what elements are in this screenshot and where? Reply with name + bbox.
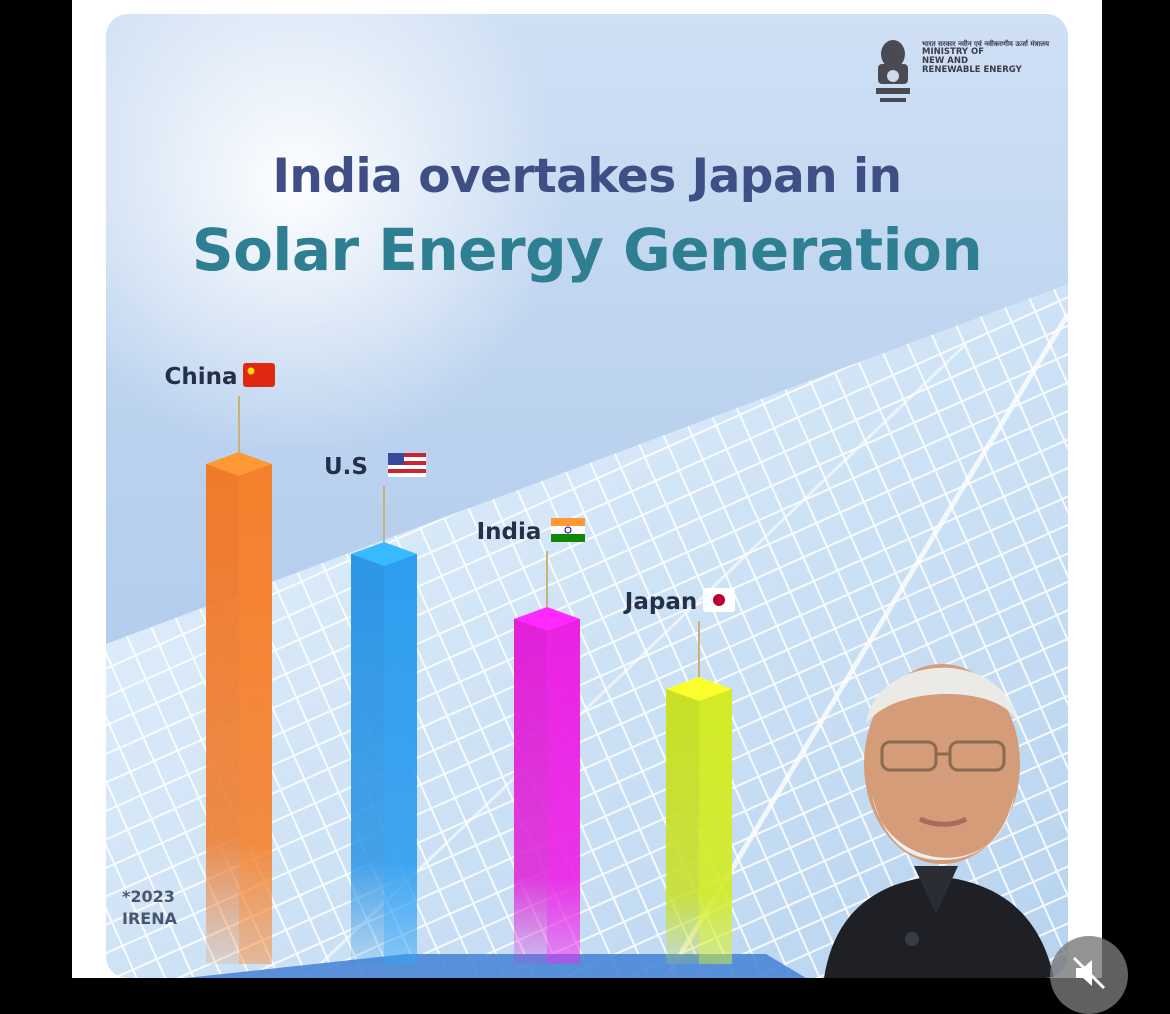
bar-japan-highlight <box>699 689 732 964</box>
india-flag-icon <box>551 518 585 542</box>
logo-english-line2: NEW AND <box>922 56 969 66</box>
bar-us: U.S <box>324 453 426 964</box>
sun-glow <box>106 14 606 494</box>
bar-japan-body <box>666 689 732 964</box>
infographic-card: भारत सरकार नवीन एवं नवीकरणीय ऊर्जा मंत्र… <box>106 14 1068 978</box>
source-org: IRENA <box>122 909 177 928</box>
mute-button[interactable] <box>1050 936 1128 1014</box>
bar-india-top <box>514 607 580 631</box>
emblem-icon <box>876 40 910 102</box>
bar-japan: Japan <box>623 588 735 964</box>
source-year: *2023 <box>122 887 175 906</box>
muted-speaker-icon <box>1072 956 1106 990</box>
data-source: *2023 IRENA <box>122 886 177 930</box>
bar-label-us: U.S <box>324 454 368 480</box>
logo-text: भारत सरकार नवीन एवं नवीकरणीय ऊर्जा मंत्र… <box>922 40 1062 75</box>
post-frame: भारत सरकार नवीन एवं नवीकरणीय ऊर्जा मंत्र… <box>72 0 1102 978</box>
logo-english-line3: RENEWABLE ENERGY <box>922 65 1022 75</box>
chart-title-line1: India overtakes Japan in <box>272 149 902 204</box>
logo-english-line1: MINISTRY OF <box>922 47 985 57</box>
ministry-logo: भारत सरकार नवीन एवं नवीकरणीय ऊर्जा मंत्र… <box>870 34 1060 114</box>
bar-china-body <box>206 464 272 964</box>
japan-flag-icon <box>703 588 735 612</box>
solar-panel-background <box>106 284 1068 978</box>
person-photo <box>824 664 1054 978</box>
us-flag-icon <box>388 453 426 477</box>
chart-title-line2: Solar Energy Generation <box>191 216 983 284</box>
bar-india-highlight <box>547 619 580 964</box>
bar-china-top <box>206 452 272 476</box>
bar-chart: China U.S India Japan <box>164 363 735 964</box>
logo-hindi-text: भारत सरकार नवीन एवं नवीकरणीय ऊर्जा मंत्र… <box>922 40 1050 48</box>
bar-us-highlight <box>384 554 417 964</box>
bar-china: China <box>164 363 275 964</box>
bar-label-japan: Japan <box>623 589 697 615</box>
bar-japan-top <box>666 677 732 701</box>
bar-label-china: China <box>164 364 237 390</box>
china-flag-icon <box>243 363 275 387</box>
bar-china-highlight <box>239 464 272 964</box>
bar-label-india: India <box>477 519 542 545</box>
bar-india-body <box>514 619 580 964</box>
bar-us-top <box>351 542 417 566</box>
bar-india: India <box>477 518 585 964</box>
bar-us-body <box>351 554 417 964</box>
